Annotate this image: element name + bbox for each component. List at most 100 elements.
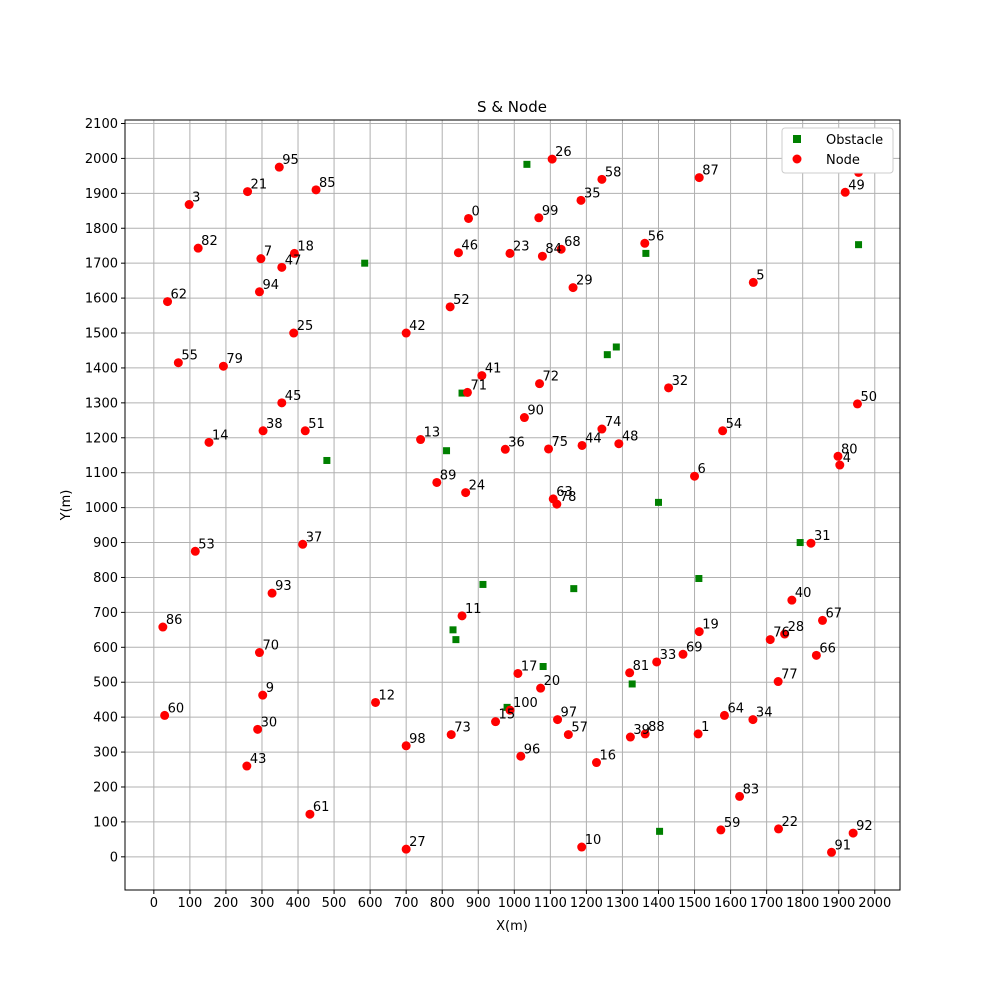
- node-marker: [462, 387, 472, 397]
- gridlines: [125, 120, 900, 890]
- node-id-label: 63: [556, 485, 573, 500]
- node-marker: [158, 622, 168, 632]
- node-marker: [311, 185, 321, 195]
- node-id-label: 88: [648, 720, 665, 735]
- node-marker: [193, 243, 203, 253]
- node-marker: [254, 287, 264, 297]
- x-tick-label: 1500: [678, 896, 711, 911]
- node-id-label: 30: [261, 715, 278, 730]
- y-tick-label: 200: [93, 780, 118, 795]
- node-marker: [577, 440, 587, 450]
- node-marker: [305, 809, 315, 819]
- y-tick-label: 1700: [85, 257, 118, 272]
- node-marker: [277, 262, 287, 272]
- node-id-label: 3: [192, 191, 200, 206]
- node-id-label: 5: [756, 268, 764, 283]
- node-marker: [563, 730, 573, 740]
- node-id-label: 95: [282, 153, 299, 168]
- y-tick-label: 1500: [85, 327, 118, 342]
- node-marker: [445, 302, 455, 312]
- x-tick-label: 900: [466, 896, 491, 911]
- node-id-label: 26: [555, 145, 572, 160]
- x-tick-label: 1700: [750, 896, 783, 911]
- node-series: [158, 154, 864, 857]
- y-tick-label: 1400: [85, 361, 118, 376]
- legend: Obstacle Node: [781, 127, 894, 174]
- node-marker: [556, 244, 566, 254]
- node-id-label: 41: [485, 362, 502, 377]
- node-id-label: 92: [856, 819, 873, 834]
- node-id-label: 83: [743, 782, 760, 797]
- node-id-label: 89: [440, 468, 457, 483]
- node-id-label: 35: [584, 186, 601, 201]
- node-marker: [432, 477, 442, 487]
- node-id-label: 82: [201, 234, 218, 249]
- node-id-label: 6: [698, 462, 706, 477]
- node-id-label: 45: [285, 389, 302, 404]
- node-id-label: 61: [313, 800, 330, 815]
- node-marker: [371, 697, 381, 707]
- node-marker: [591, 758, 601, 768]
- obstacle-marker: [361, 259, 369, 267]
- node-marker: [464, 213, 474, 223]
- legend-obstacle-marker: [793, 135, 801, 143]
- node-marker: [513, 668, 523, 678]
- node-id-label: 33: [660, 648, 677, 663]
- node-marker: [298, 539, 308, 549]
- node-id-label: 1: [701, 720, 709, 735]
- node-marker: [678, 649, 688, 659]
- node-id-label: 57: [571, 721, 588, 736]
- node-id-label: 72: [543, 370, 560, 385]
- node-marker: [787, 595, 797, 605]
- node-marker: [254, 648, 264, 658]
- x-tick-label: 1200: [570, 896, 603, 911]
- node-id-label: 10: [585, 833, 602, 848]
- node-marker: [537, 251, 547, 261]
- node-marker: [774, 824, 784, 834]
- node-marker: [544, 444, 554, 454]
- node-marker: [519, 413, 529, 423]
- node-id-label: 48: [622, 430, 639, 445]
- node-id-label: 16: [599, 749, 616, 764]
- obstacle-marker: [523, 160, 531, 168]
- x-tick-label: 2000: [858, 896, 891, 911]
- node-id-label: 97: [561, 706, 578, 721]
- node-id-label: 69: [686, 640, 703, 655]
- node-id-label: 78: [560, 490, 577, 505]
- node-id-label: 76: [773, 626, 790, 641]
- node-id-label: 27: [409, 835, 426, 850]
- node-marker: [163, 297, 173, 307]
- node-id-label: 58: [605, 165, 622, 180]
- node-marker: [204, 437, 214, 447]
- node-marker: [500, 444, 510, 454]
- obstacle-marker: [642, 249, 650, 257]
- node-marker: [258, 426, 268, 436]
- node-id-label: 46: [461, 239, 478, 254]
- y-axis-title: Y(m): [59, 490, 74, 522]
- node-marker: [735, 791, 745, 801]
- x-tick-label: 300: [250, 896, 275, 911]
- node-marker: [625, 668, 635, 678]
- node-marker: [274, 162, 284, 172]
- y-tick-label: 1100: [85, 466, 118, 481]
- node-id-label: 93: [275, 579, 292, 594]
- node-id-label: 79: [226, 352, 243, 367]
- x-tick-label: 600: [358, 896, 383, 911]
- node-marker: [577, 842, 587, 852]
- node-id-label: 19: [702, 618, 719, 633]
- legend-node-label: Node: [826, 153, 860, 168]
- node-id-label: 13: [424, 426, 441, 441]
- x-tick-label: 1000: [498, 896, 531, 911]
- node-id-label: 67: [826, 606, 843, 621]
- node-id-label: 4: [843, 451, 851, 466]
- node-id-label: 34: [756, 706, 773, 721]
- node-marker: [818, 615, 827, 625]
- y-tick-label: 300: [93, 746, 118, 761]
- node-marker: [461, 488, 471, 498]
- node-marker: [289, 248, 299, 258]
- obstacle-marker: [479, 580, 487, 588]
- node-marker: [256, 254, 266, 264]
- node-marker: [173, 358, 183, 368]
- node-id-label: 87: [702, 164, 719, 179]
